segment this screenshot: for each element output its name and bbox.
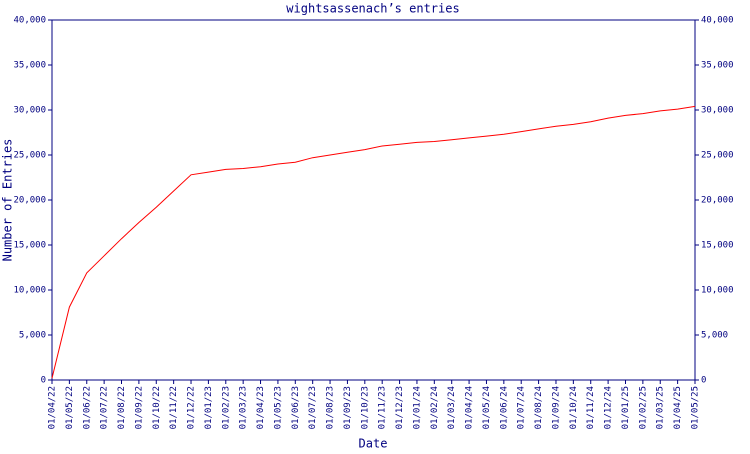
- x-tick-label: 01/05/24: [482, 386, 492, 429]
- y2-tick-label: 35,000: [701, 61, 734, 71]
- x-tick-label: 01/05/23: [273, 386, 283, 429]
- y2-tick-label: 40,000: [701, 16, 734, 26]
- x-tick-label: 01/07/23: [308, 386, 318, 429]
- x-tick-label: 01/02/25: [638, 386, 648, 429]
- x-tick-label: 01/12/22: [187, 386, 197, 429]
- x-tick-label: 01/08/22: [117, 386, 127, 429]
- y-tick-label: 5,000: [19, 331, 46, 341]
- x-tick-label: 01/03/24: [447, 386, 457, 429]
- x-tick-label: 01/11/23: [378, 386, 388, 429]
- x-tick-label: 01/04/25: [673, 386, 683, 429]
- x-tick-label: 01/02/24: [430, 386, 440, 429]
- x-tick-label: 01/01/24: [412, 386, 422, 429]
- x-tick-label: 01/12/24: [604, 386, 614, 429]
- x-tick-label: 01/11/22: [169, 386, 179, 429]
- x-tick-label: 01/09/22: [134, 386, 144, 429]
- x-tick-label: 01/07/22: [100, 386, 110, 429]
- x-tick-label: 01/08/24: [534, 386, 544, 429]
- chart-title: wightsassenach’s entries: [286, 2, 459, 16]
- x-tick-label: 01/03/23: [239, 386, 249, 429]
- x-tick-label: 01/01/25: [621, 386, 631, 429]
- y2-tick-label: 0: [701, 376, 706, 386]
- x-tick-label: 01/05/25: [691, 386, 701, 429]
- x-axis-label: Date: [359, 437, 388, 451]
- y2-tick-label: 15,000: [701, 241, 734, 251]
- x-tick-label: 01/04/22: [48, 386, 58, 429]
- x-tick-label: 01/11/24: [586, 386, 596, 429]
- x-tick-label: 01/10/22: [152, 386, 162, 429]
- plot-frame: [51, 19, 696, 381]
- y2-tick-label: 10,000: [701, 286, 734, 296]
- y-tick-label: 25,000: [13, 151, 46, 161]
- x-tick-label: 01/06/24: [499, 386, 509, 429]
- x-tick-label: 01/09/23: [343, 386, 353, 429]
- x-tick-label: 01/02/23: [221, 386, 231, 429]
- y-tick-label: 35,000: [13, 61, 46, 71]
- x-tick-label: 01/10/23: [360, 386, 370, 429]
- x-tick-label: 01/04/23: [256, 386, 266, 429]
- y-tick-label: 20,000: [13, 196, 46, 206]
- y-tick-label: 15,000: [13, 241, 46, 251]
- y2-tick-label: 5,000: [701, 331, 728, 341]
- y2-tick-label: 20,000: [701, 196, 734, 206]
- x-tick-label: 01/06/23: [291, 386, 301, 429]
- x-tick-label: 01/01/23: [204, 386, 214, 429]
- x-tick-label: 01/07/24: [517, 386, 527, 429]
- y-tick-label: 10,000: [13, 286, 46, 296]
- x-tick-label: 01/05/22: [65, 386, 75, 429]
- x-tick-label: 01/06/22: [82, 386, 92, 429]
- x-tick-label: 01/12/23: [395, 386, 405, 429]
- x-tick-label: 01/08/23: [326, 386, 336, 429]
- x-tick-label: 01/10/24: [569, 386, 579, 429]
- y-tick-label: 40,000: [13, 16, 46, 26]
- x-tick-label: 01/04/24: [465, 386, 475, 429]
- data-line: [51, 105, 696, 379]
- y-axis-label: Number of Entries: [1, 139, 15, 262]
- x-tick-label: 01/03/25: [656, 386, 666, 429]
- y-tick-label: 30,000: [13, 106, 46, 116]
- y-tick-label: 0: [41, 376, 46, 386]
- y2-tick-label: 25,000: [701, 151, 734, 161]
- y2-tick-label: 30,000: [701, 106, 734, 116]
- x-tick-label: 01/09/24: [551, 386, 561, 429]
